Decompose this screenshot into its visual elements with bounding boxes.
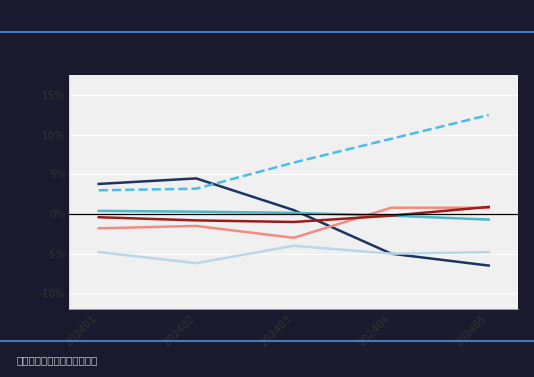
0-50元 — [96, 182, 102, 186]
200-300元 — [290, 211, 297, 215]
50-100元 — [485, 113, 492, 117]
200-300元 — [485, 218, 492, 222]
50-100元 — [193, 187, 199, 191]
0-50元 — [193, 176, 199, 181]
Line: 0-50元: 0-50元 — [99, 178, 489, 265]
100-200元 — [96, 226, 102, 231]
50-100元 — [96, 188, 102, 193]
Line: 400元以上: 400元以上 — [99, 246, 489, 263]
Line: 200-300元: 200-300元 — [99, 211, 489, 220]
100-200元 — [193, 224, 199, 228]
400元以上 — [485, 250, 492, 254]
300-400元 — [96, 215, 102, 219]
100-200元 — [290, 236, 297, 240]
300-400元 — [388, 213, 395, 218]
0-50元 — [388, 251, 395, 256]
Line: 300-400元: 300-400元 — [99, 207, 489, 222]
300-400元 — [290, 220, 297, 224]
100-200元 — [485, 205, 492, 210]
200-300元 — [193, 209, 199, 214]
Text: 资料来源：燃井炉、华泰研究: 资料来源：燃井炉、华泰研究 — [16, 355, 97, 365]
200-300元 — [388, 213, 395, 218]
50-100元 — [290, 160, 297, 165]
400元以上 — [193, 261, 199, 265]
400元以上 — [388, 251, 395, 256]
400元以上 — [96, 250, 102, 254]
300-400元 — [193, 218, 199, 223]
0-50元 — [485, 263, 492, 268]
50-100元 — [388, 136, 395, 141]
300-400元 — [485, 205, 492, 209]
0-50元 — [290, 208, 297, 212]
100-200元 — [388, 205, 395, 210]
Line: 100-200元: 100-200元 — [99, 208, 489, 238]
Line: 50-100元: 50-100元 — [99, 115, 489, 190]
400元以上 — [290, 244, 297, 248]
200-300元 — [96, 208, 102, 213]
